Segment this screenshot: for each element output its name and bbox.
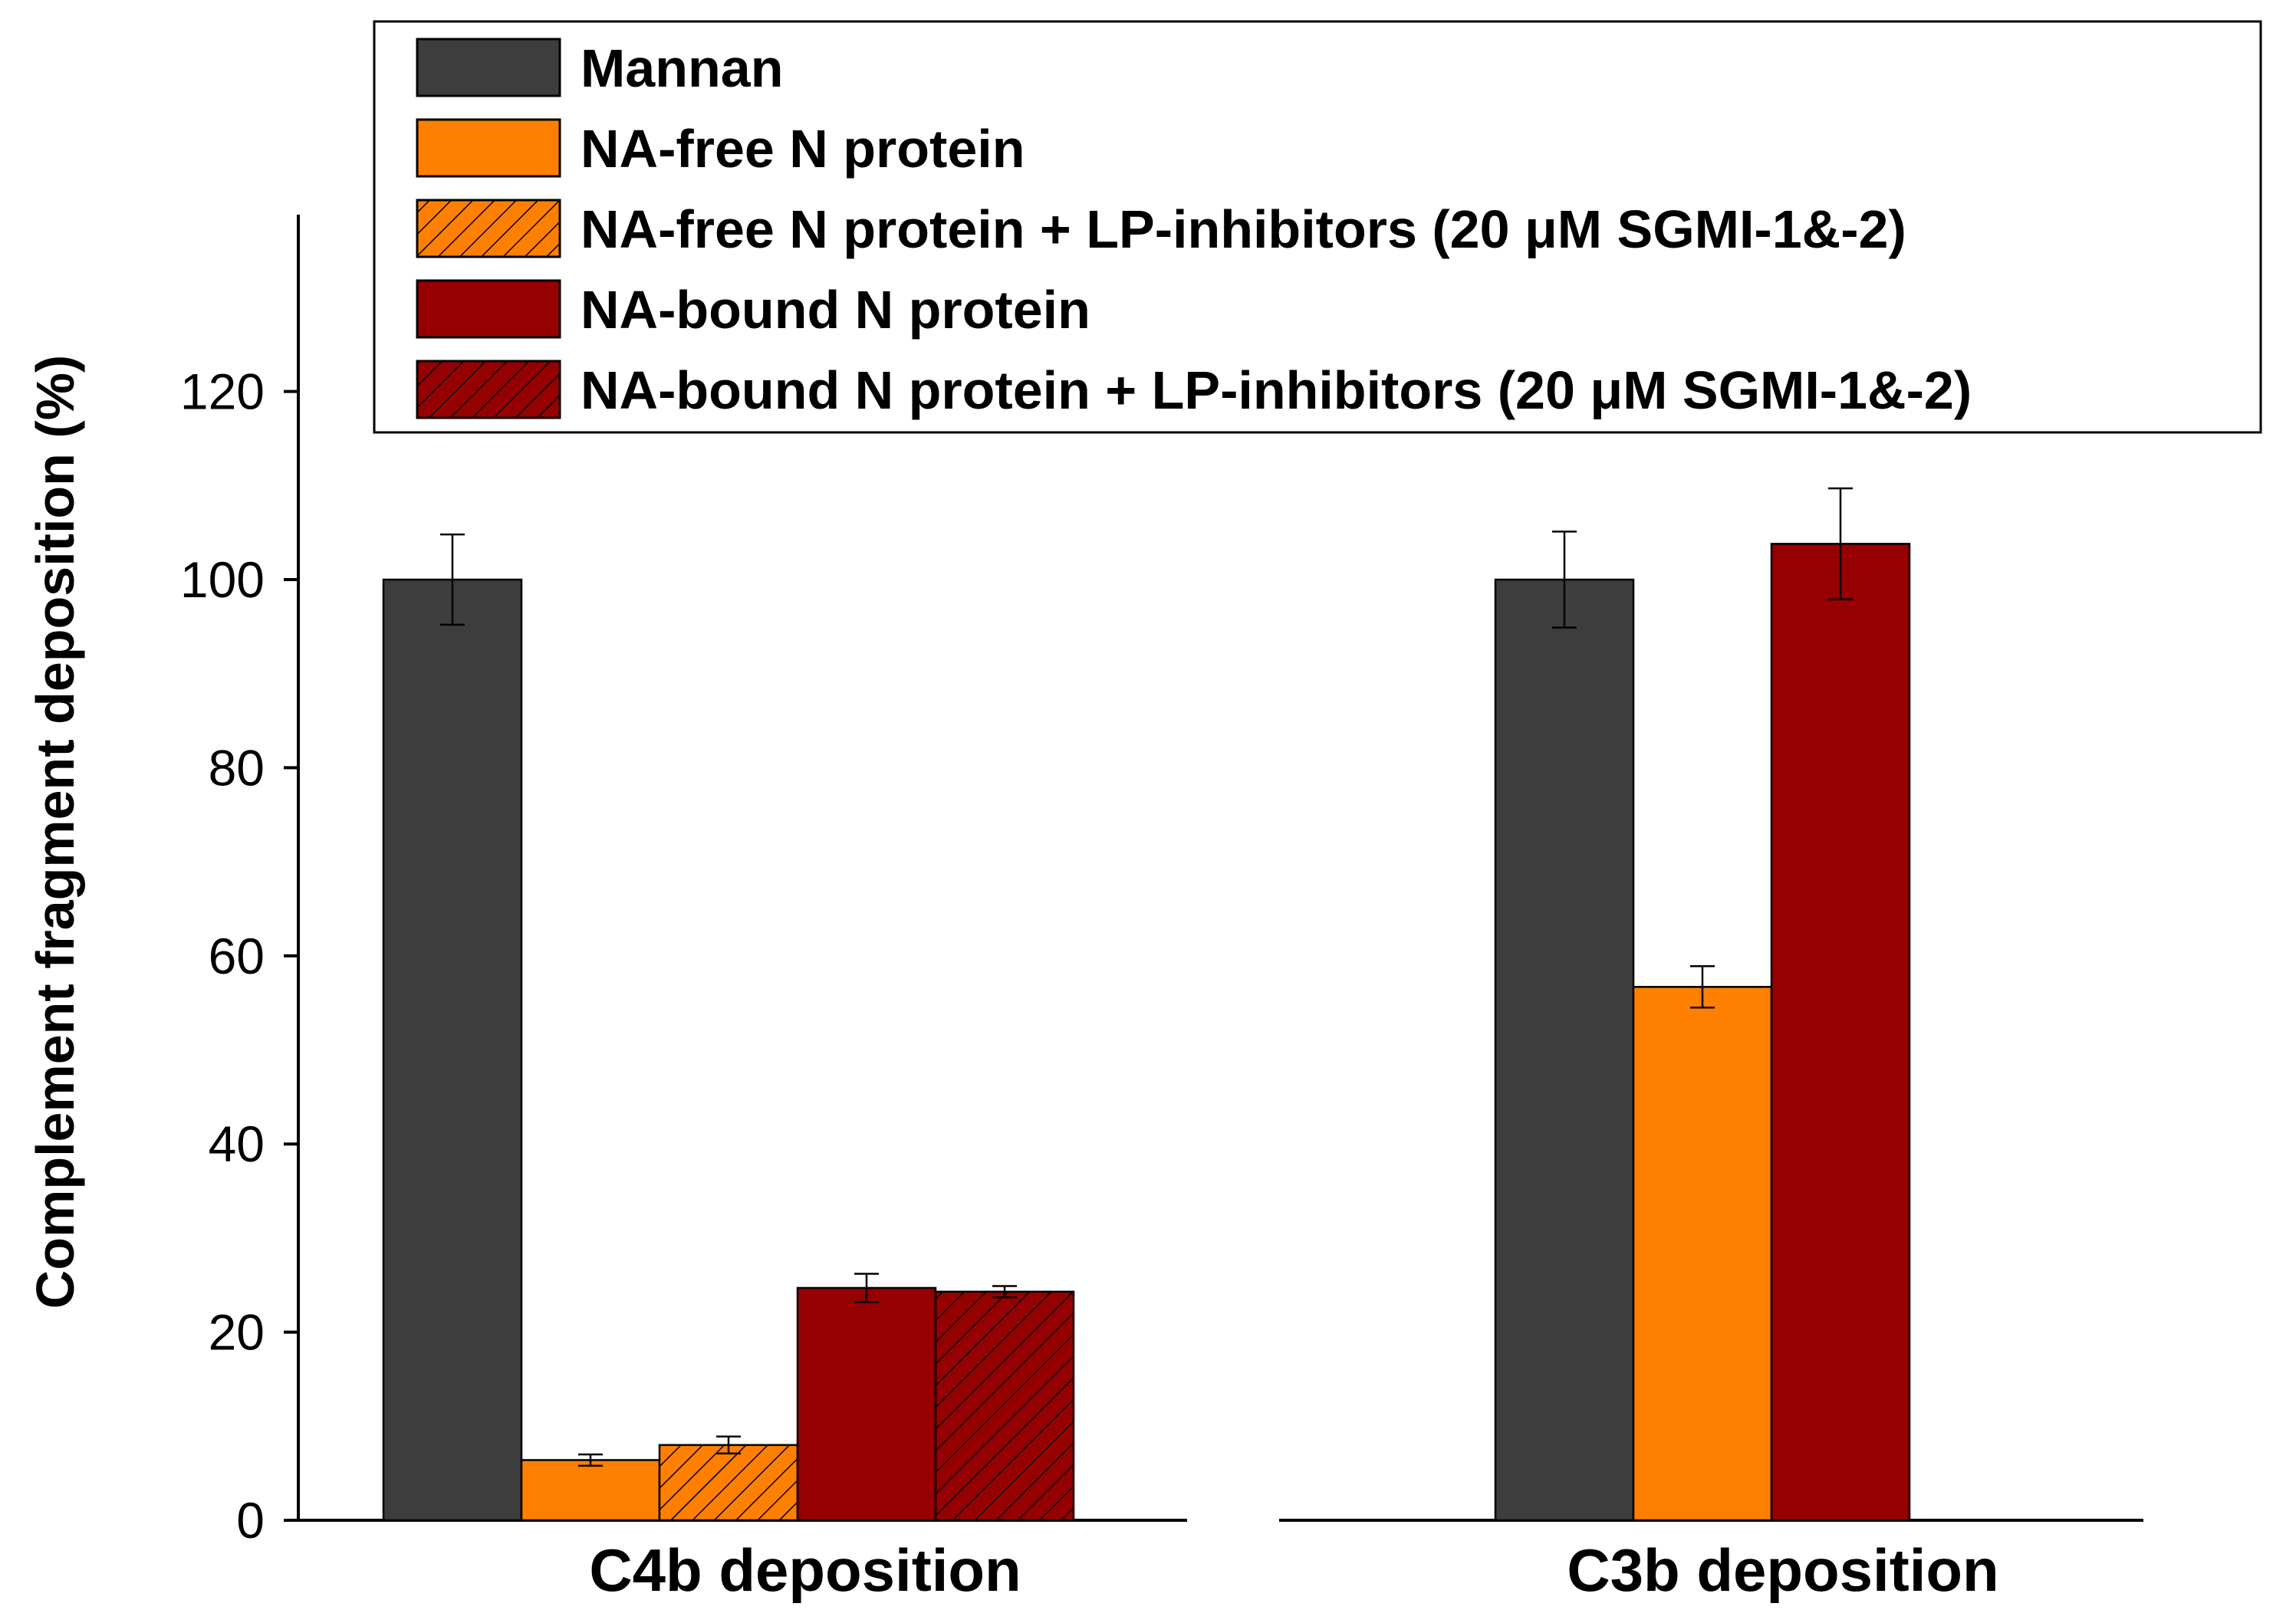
legend-items: Mannan NA-free N protein NA-free N protein… — [416, 38, 1972, 420]
bar-c4b-series-3 — [796, 1286, 937, 1522]
y-axis-title: Complement fragment deposition (%) — [25, 355, 85, 1309]
legend-label: NA-free N protein — [581, 119, 1025, 179]
legend-swatch — [416, 118, 561, 178]
legend-label: NA-bound N protein + LP-inhibitors (20 μ… — [581, 360, 1972, 420]
bar-c4b-series-1 — [520, 1459, 661, 1522]
category-labels: C4b deposition C3b deposition — [589, 1536, 1998, 1604]
y-tick-label: 20 — [209, 1304, 265, 1361]
bar-c3b-series-0 — [1494, 578, 1635, 1522]
legend: Mannan NA-free N protein NA-free N protein… — [373, 20, 2262, 434]
legend-box — [373, 20, 2262, 434]
legend-swatch — [416, 279, 561, 339]
x-category-label: C4b deposition — [589, 1536, 1021, 1604]
y-tick-label: 40 — [209, 1115, 265, 1172]
legend-swatch — [416, 199, 561, 258]
y-tick-label: 0 — [236, 1492, 265, 1549]
legend-label: NA-bound N protein — [581, 280, 1090, 340]
legend-swatch — [416, 38, 561, 97]
bar-c4b-series-0 — [382, 578, 523, 1522]
bar-c3b-series-1 — [1632, 986, 1773, 1522]
legend-swatch — [416, 360, 561, 419]
legend-label: NA-free N protein + LP-inhibitors (20 μM… — [581, 199, 1906, 259]
x-category-label: C3b deposition — [1567, 1536, 1998, 1604]
y-tick-label: 120 — [180, 363, 265, 420]
bar-c4b-series-2 — [658, 1444, 799, 1522]
y-tick-label: 100 — [180, 551, 265, 608]
y-tick-label: 60 — [209, 928, 265, 984]
y-ticks: 0 20 40 60 80 100 120 — [180, 363, 298, 1549]
bar-c3b-series-3 — [1770, 543, 1911, 1522]
bar-c4b-series-4 — [934, 1290, 1075, 1522]
y-tick-label: 80 — [209, 739, 265, 796]
bars — [382, 487, 1911, 1522]
legend-label: Mannan — [581, 38, 783, 98]
